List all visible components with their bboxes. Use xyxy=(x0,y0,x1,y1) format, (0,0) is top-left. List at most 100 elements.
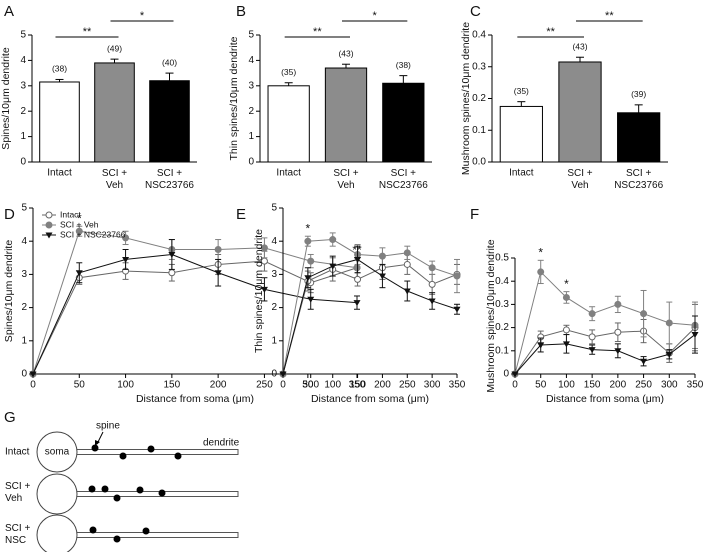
x-tick-label: SCI + Veh xyxy=(333,168,358,191)
x-tick-label: 0 xyxy=(30,380,36,391)
error-bar xyxy=(634,104,643,113)
bar xyxy=(94,62,135,163)
error-bar xyxy=(165,72,174,81)
x-tick-label: 150 xyxy=(349,380,366,391)
soma xyxy=(36,514,78,552)
marker xyxy=(329,236,337,244)
legend-label: Intact xyxy=(60,209,81,219)
spine xyxy=(88,485,96,493)
y-tick-label: 1 xyxy=(21,335,27,346)
marker xyxy=(75,227,83,235)
y-tick-label: 0.1 xyxy=(495,345,509,356)
marker xyxy=(453,272,461,280)
marker xyxy=(354,275,362,283)
marker xyxy=(614,348,622,355)
diagram-g: G Intact soma dendrite spine SCI + Veh SC… xyxy=(4,409,240,552)
panel-label: E xyxy=(236,206,246,223)
x-axis-label: Distance from soma (μm) xyxy=(311,393,429,405)
marker xyxy=(122,256,130,263)
series-line xyxy=(514,327,696,375)
soma-label: soma xyxy=(45,447,70,458)
x-tick-label: Intact xyxy=(47,168,72,179)
y-axis-label: Mushroom spines/10μm dendrite xyxy=(460,22,472,175)
n-label: (43) xyxy=(572,41,587,51)
n-label: (35) xyxy=(514,86,529,96)
marker xyxy=(537,342,545,349)
x-tick-label: 50 xyxy=(302,380,314,391)
n-label: (43) xyxy=(338,48,353,58)
marker xyxy=(403,260,411,268)
y-tick-label: 0 xyxy=(503,369,509,380)
marker xyxy=(640,310,648,318)
series-line xyxy=(32,260,358,375)
marker xyxy=(665,319,673,327)
row-label: SCI + NSC xyxy=(5,523,30,546)
x-tick-label: 150 xyxy=(164,380,181,391)
y-tick-label: 2 xyxy=(21,302,27,313)
y-tick-label: 0.2 xyxy=(495,322,509,333)
marker xyxy=(29,371,37,378)
marker xyxy=(614,328,622,336)
spine xyxy=(142,527,150,535)
x-tick-label: SCI + Veh xyxy=(567,168,592,191)
annotation: * xyxy=(306,221,311,235)
significance-label: ** xyxy=(313,26,322,38)
arrow-head xyxy=(95,440,100,446)
marker xyxy=(75,270,83,277)
x-tick-label: 250 xyxy=(256,380,273,391)
panel-label: B xyxy=(236,3,246,20)
x-tick-label: 350 xyxy=(687,380,704,391)
marker xyxy=(279,371,287,378)
marker xyxy=(307,257,315,265)
x-axis-label: Distance from soma (μm) xyxy=(546,393,664,405)
spine xyxy=(113,494,121,502)
marker xyxy=(588,310,596,318)
y-tick-label: 2 xyxy=(271,302,277,313)
y-tick-label: 0.5 xyxy=(495,253,509,264)
marker xyxy=(353,264,361,272)
y-tick-label: 0.4 xyxy=(472,30,486,41)
n-label: (38) xyxy=(396,60,411,70)
spine xyxy=(91,444,99,452)
annotation: * xyxy=(538,245,543,259)
x-tick-label: SCI + NSC23766 xyxy=(145,168,194,191)
y-tick-label: 5 xyxy=(271,203,277,214)
x-tick-label: SCI + NSC23766 xyxy=(614,168,663,191)
marker xyxy=(329,263,337,270)
panel-1: B 0 1 2 3 4 5 Thin spines/10μm dendrite (35) Inta… xyxy=(228,3,432,191)
series-line xyxy=(282,258,458,375)
error-bar xyxy=(399,75,408,84)
y-tick-label: 5 xyxy=(248,30,254,41)
marker xyxy=(511,371,519,378)
x-tick-label: 350 xyxy=(349,380,366,391)
x-tick-label: SCI + Veh xyxy=(102,168,127,191)
error-bar xyxy=(342,63,350,69)
y-tick-label: 1 xyxy=(248,131,254,142)
x-tick-label: SCI + NSC23766 xyxy=(379,168,428,191)
x-tick-label: 250 xyxy=(399,380,416,391)
dendrite xyxy=(75,449,239,455)
marker xyxy=(168,251,176,258)
error-bar xyxy=(284,82,293,86)
spine xyxy=(101,485,109,493)
bar xyxy=(39,81,80,163)
bar xyxy=(267,85,310,163)
marker xyxy=(691,332,699,339)
x-tick-label: 250 xyxy=(635,380,652,391)
soma xyxy=(36,473,78,515)
spine xyxy=(174,452,182,460)
marker xyxy=(168,269,176,277)
marker xyxy=(537,268,545,276)
y-axis-label: Mushroom spines/10μm dendrite xyxy=(485,239,497,392)
y-tick-label: 5 xyxy=(21,203,27,214)
marker xyxy=(378,252,386,260)
y-tick-label: 4 xyxy=(20,55,26,66)
annotation: * xyxy=(564,277,569,291)
x-tick-label: 100 xyxy=(324,380,341,391)
n-label: (39) xyxy=(631,89,646,99)
x-tick-label: 50 xyxy=(74,380,86,391)
y-tick-label: 4 xyxy=(271,236,277,247)
spine xyxy=(119,452,127,460)
